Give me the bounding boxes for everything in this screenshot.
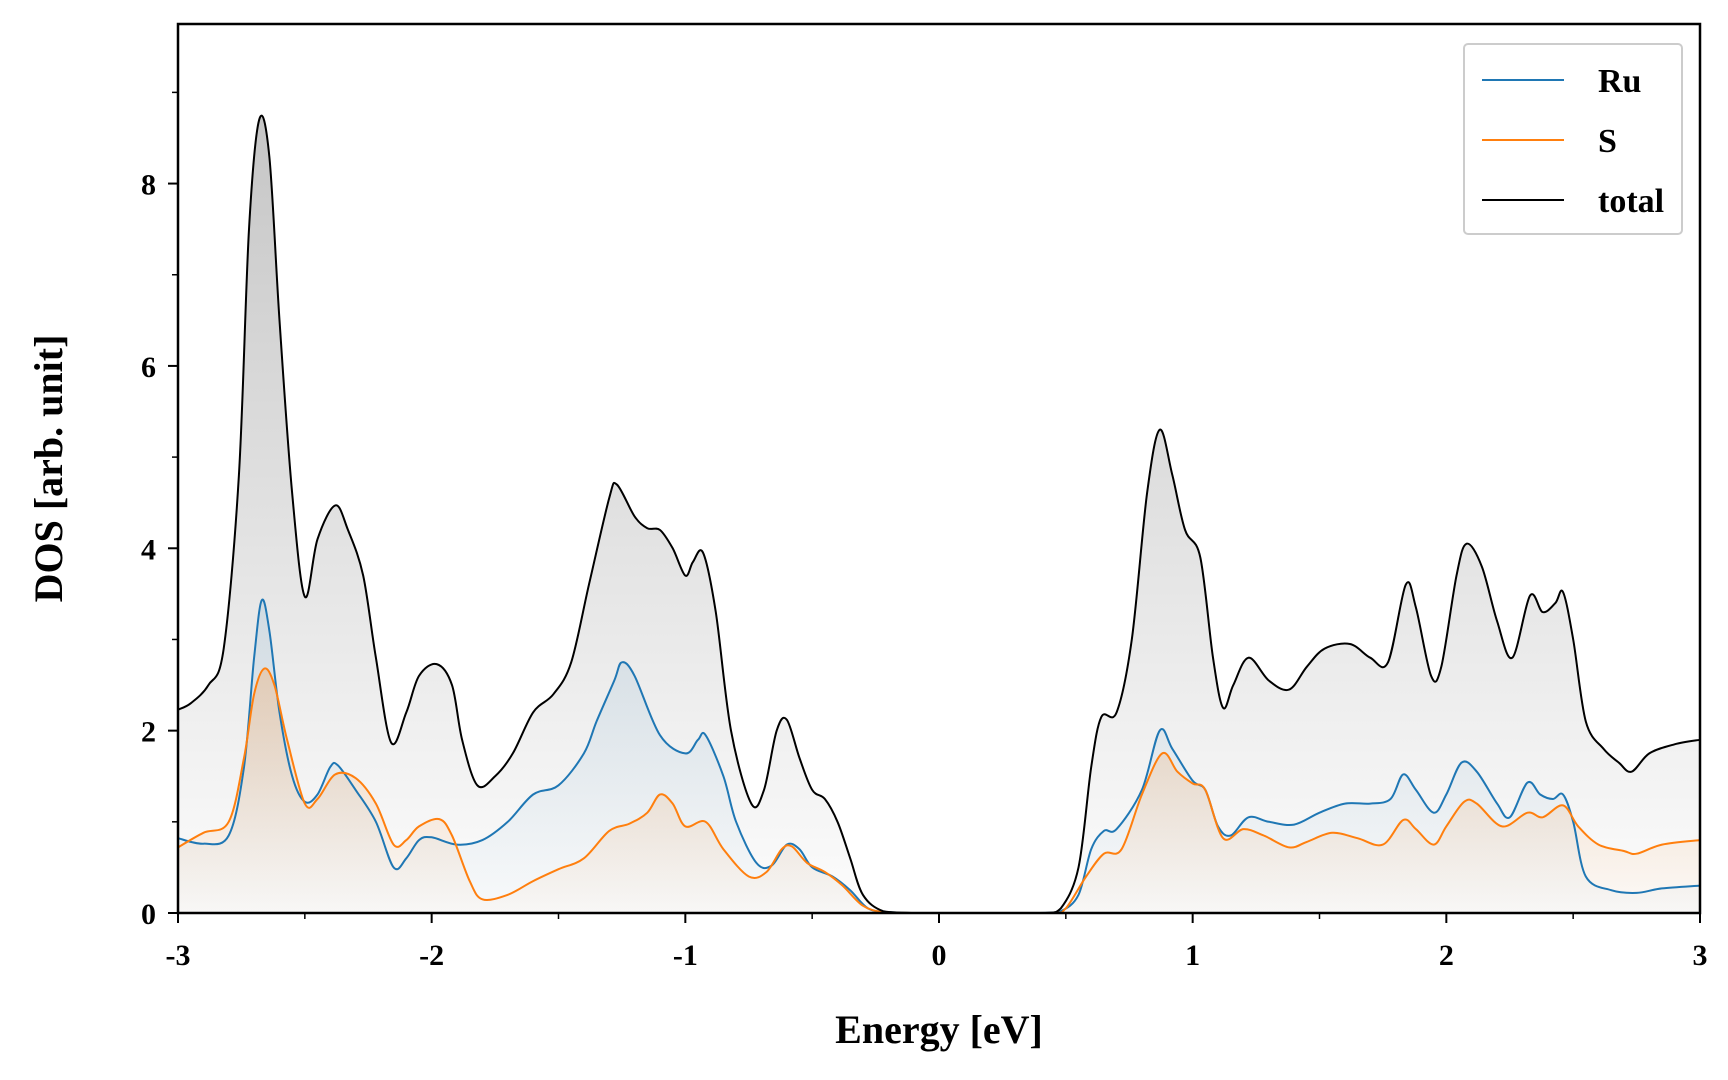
curve-fills [178,115,1700,914]
x-tick-label: -1 [673,939,698,972]
series-line-total [177,114,1701,914]
y-tick-label: 8 [141,169,156,202]
legend-label-s: S [1598,123,1617,160]
legend-label-ru: Ru [1598,63,1641,100]
x-tick-label: 2 [1439,939,1454,972]
x-tick-label: 0 [932,939,947,972]
legend-box [1463,43,1683,235]
fill-s [178,668,1700,913]
x-tick-label: 3 [1693,939,1708,972]
series-line-ru [177,598,1701,914]
x-tick-label: 1 [1185,939,1200,972]
y-axis-label: DOS [arb. unit] [26,335,71,603]
x-axis-label: Energy [eV] [835,1007,1043,1052]
fill-ru [178,599,1700,913]
legend-label-total: total [1598,183,1664,220]
y-axis: 0 2 4 6 8 [141,91,178,931]
curve-lines [177,114,1701,914]
x-tick-label: -3 [166,939,191,972]
x-tick-label: -2 [419,939,444,972]
x-axis: -3 -2 -1 0 1 2 3 [166,913,1708,972]
y-tick-label: 0 [141,898,156,931]
y-tick-label: 6 [141,351,156,384]
series-line-s [177,667,1701,914]
fill-total [178,115,1700,914]
y-tick-label: 2 [141,716,156,749]
y-tick-label: 4 [141,533,156,566]
